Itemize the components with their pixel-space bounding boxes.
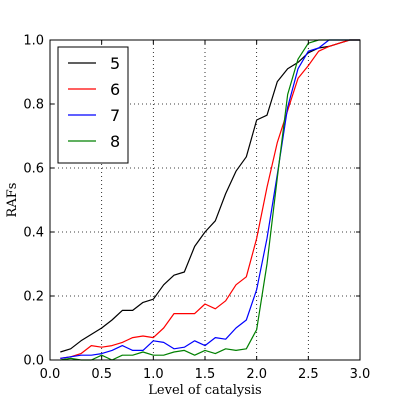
- y-tick-label: 0.4: [23, 226, 44, 241]
- series-lines: [60, 39, 360, 361]
- legend-label-5: 5: [110, 54, 120, 73]
- series-line-7: [60, 39, 360, 359]
- series-line-8: [60, 39, 360, 361]
- y-tick-label: 1.0: [23, 34, 44, 49]
- x-tick-label: 3.0: [350, 367, 371, 382]
- legend-box: [57, 46, 129, 164]
- axis-ticks: 0.0 0.5 1.0 1.5 2.0 2.5 3.0 0.0 0.2 0.4 0.6 0.8 1.0: [23, 34, 370, 383]
- x-tick-label: 0.5: [91, 367, 112, 382]
- y-tick-label: 0.6: [23, 162, 44, 177]
- x-tick-label: 0.0: [40, 367, 61, 382]
- y-axis-label: RAFs: [5, 183, 20, 218]
- x-tick-label: 1.5: [195, 367, 216, 382]
- x-axis-label: Level of catalysis: [148, 383, 261, 398]
- legend-label-7: 7: [110, 106, 120, 125]
- x-tick-label: 2.5: [298, 367, 319, 382]
- x-tick-label: 1.0: [143, 367, 164, 382]
- y-tick-label: 0.8: [23, 98, 44, 113]
- y-tick-label: 0.0: [23, 354, 44, 369]
- y-tick-label: 0.2: [23, 290, 44, 305]
- legend-label-8: 8: [110, 132, 120, 151]
- series-line-6: [60, 39, 360, 359]
- grid: [50, 40, 360, 360]
- legend: 5 6 7 8: [57, 46, 129, 164]
- legend-label-6: 6: [110, 80, 120, 99]
- x-tick-label: 2.0: [246, 367, 267, 382]
- series-line-5: [60, 39, 360, 353]
